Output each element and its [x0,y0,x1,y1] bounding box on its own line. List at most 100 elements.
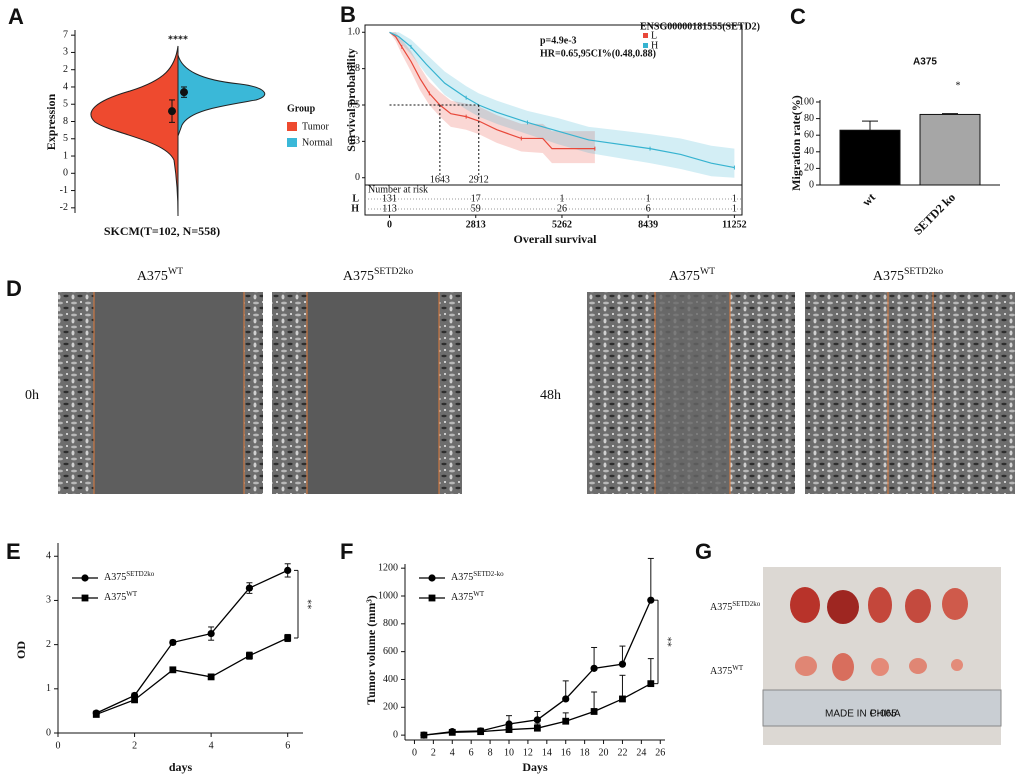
median-label: 1643 [430,174,450,185]
significance: ** [302,599,313,609]
risk-count: 1 [732,193,737,204]
y-tick-label: -1 [60,185,68,196]
y-tick-label: 0 [46,727,51,738]
x-tick-label: 2 [132,740,137,751]
marker [246,652,253,660]
panel-letter: G [695,539,712,564]
ruler-text: P-065 [870,709,897,720]
legend-marker [81,594,89,602]
legend-marker [81,574,89,582]
y-tick-label: 2 [46,639,51,650]
x-tick-label: 18 [580,747,590,758]
x-tick-label: 8439 [638,219,658,230]
risk-count: 26 [557,203,567,214]
y-tick-label: 4 [46,551,51,562]
y-tick-label: 0.5 [348,99,361,110]
x-axis-label: days [169,760,193,774]
legend-label: L [651,30,657,41]
x-tick-label: 0 [412,747,417,758]
legend-marker [428,594,436,602]
legend-title: ENSG00000181555(SETD2) [640,21,760,32]
chart-title: A375 [913,57,937,68]
x-tick-label: 2813 [466,219,486,230]
bar [839,129,901,186]
panel-letter: D [6,276,22,301]
y-tick-label: 400 [383,674,398,685]
y-axis-label: Expression [44,93,58,150]
y-tick-label: 5 [63,99,68,110]
x-tick-label: 2 [431,747,436,758]
y-tick-label: 800 [383,618,398,629]
risk-count: 131 [382,193,397,204]
stat-label: p=4.9e-3 [540,35,577,46]
marker [505,720,513,728]
y-tick-label: 0 [63,168,68,179]
legend-label-sup: SETD2ko [126,570,155,578]
violin-half [177,54,266,137]
risk-title: Number at risk [368,184,428,195]
x-tick-label: 20 [599,747,609,758]
column-header: A375SETD2ko [873,266,943,284]
legend-marker [428,574,436,582]
panel-letter: C [790,4,806,29]
marker [619,695,626,703]
risk-count: 59 [471,203,481,214]
survival-curve [389,31,595,150]
marker [590,664,598,672]
y-tick-label: 600 [383,646,398,657]
tumor [871,658,889,676]
column-header-sup: SETD2ko [374,266,413,277]
tumor-photo [762,567,1002,745]
marker [92,711,100,718]
column-header-sup: SETD2ko [904,266,943,277]
marker [420,731,428,739]
x-tick-label: SETD2 ko [911,190,958,237]
y-tick-label: 20 [804,163,814,174]
tumor [827,590,859,624]
row-label-main: A375 [710,602,732,613]
row-label: A375WT [710,664,744,678]
y-tick-label: 1 [46,683,51,694]
y-axis-label: Tumor volume (mm³) [364,595,378,705]
gap [94,292,244,494]
y-axis-label: OD [14,641,28,659]
marker [207,673,215,681]
column-header-main: A375 [873,269,904,284]
marker [245,584,254,592]
marker [207,629,215,638]
row-label: A375SETD2ko [710,600,761,614]
y-tick-label: 0 [809,179,814,190]
risk-row-label: L [352,193,359,204]
x-tick-label: 12 [523,747,533,758]
stat-label: HR=0.65,95CI%(0.48,0.88) [540,48,656,59]
legend-label-main: A375 [451,572,473,583]
tumor [909,658,927,674]
panel-letter: E [6,539,21,564]
marker [562,717,570,725]
x-tick-label: 10 [504,747,514,758]
legend-label: A375WT [451,590,485,604]
x-tick-label: 14 [542,747,552,758]
significance: * [956,80,961,91]
risk-count: 17 [471,193,481,204]
x-tick-label: 0 [387,219,392,230]
column-header-sup: WT [168,266,183,277]
micrograph [805,292,1015,494]
x-axis-label: SKCM(T=102, N=558) [104,224,220,238]
legend-label: Tumor [302,121,330,132]
ci-band [389,32,735,178]
row-label: 0h [25,388,39,403]
marker [562,695,570,703]
y-tick-label: 0.8 [348,63,361,74]
column-header-main: A375 [137,269,168,284]
row-label-main: A375 [710,666,732,677]
ruler [762,689,1002,727]
y-tick-label: 0 [393,729,398,740]
column-header-sup: WT [700,266,715,277]
x-tick-label: 6 [469,747,474,758]
y-tick-label: 8 [63,116,68,127]
marker [647,680,655,688]
y-tick-label: 3 [63,47,68,58]
tumor [868,587,892,623]
